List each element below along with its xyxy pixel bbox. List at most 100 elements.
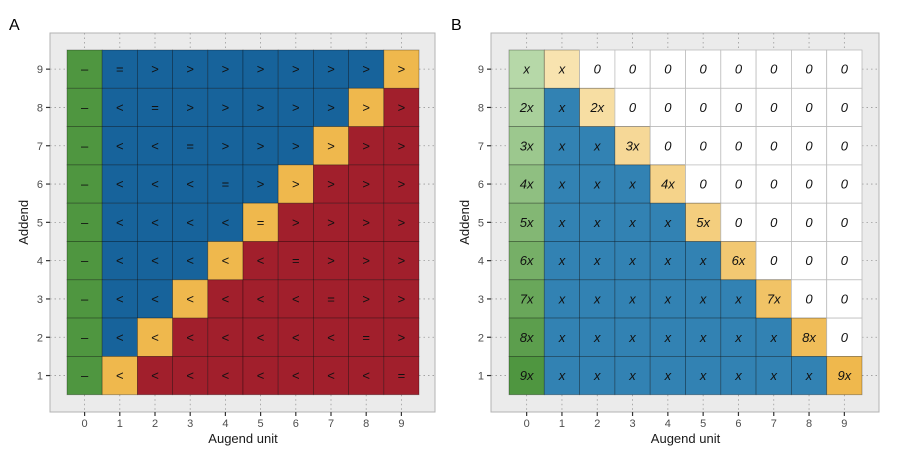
x-tick-label: 7 — [771, 418, 777, 430]
tile-label: 0 — [629, 62, 637, 77]
y-axis-title: Addend — [457, 200, 472, 245]
heatmap-tile — [172, 355, 209, 396]
tile-label: x — [699, 330, 707, 345]
heatmap-tile — [348, 126, 385, 166]
heatmap-tile — [614, 279, 651, 319]
heatmap-tile — [383, 202, 420, 242]
tile-label: = — [398, 368, 406, 383]
heatmap-tile — [101, 317, 138, 357]
tile-label: > — [398, 253, 406, 268]
heatmap-tile — [136, 241, 173, 281]
heatmap-tile — [826, 279, 863, 319]
tile-label: < — [257, 291, 265, 306]
heatmap-tile — [136, 49, 173, 89]
tile-label: 0 — [805, 177, 813, 192]
tile-label: x — [593, 291, 601, 306]
tile-label: > — [292, 62, 300, 77]
tile-label: = — [151, 100, 159, 115]
tile-label: > — [327, 215, 335, 230]
x-tick-label: 5 — [258, 418, 264, 430]
tile-label: 0 — [805, 100, 813, 115]
heatmap-tile — [312, 49, 349, 89]
heatmap-tile — [685, 355, 722, 396]
tile-label: x — [628, 253, 636, 268]
tile-label: 7x — [520, 291, 534, 306]
tile-label: > — [292, 138, 300, 153]
tile-label: > — [362, 177, 370, 192]
tile-label: 0 — [700, 100, 708, 115]
tile-label: > — [398, 215, 406, 230]
panel-b-tag: B — [451, 17, 462, 34]
heatmap-tile — [207, 126, 244, 166]
y-tick-label: 3 — [478, 294, 484, 306]
tile-label: < — [116, 368, 124, 383]
tile-label: < — [292, 291, 300, 306]
tile-label: 0 — [770, 62, 778, 77]
tile-label: x — [628, 177, 636, 192]
heatmap-tile — [136, 202, 173, 242]
tile-label: > — [292, 100, 300, 115]
tile-label: > — [292, 215, 300, 230]
heatmap-tile — [543, 279, 580, 319]
tile-label: 5x — [696, 215, 710, 230]
heatmap-tile — [172, 317, 209, 357]
x-tick-label: 2 — [594, 418, 600, 430]
tile-label: – — [81, 253, 89, 268]
tile-label: 0 — [770, 100, 778, 115]
tile-label: x — [770, 330, 778, 345]
x-tick-label: 9 — [398, 418, 404, 430]
tile-label: > — [257, 138, 265, 153]
x-tick-label: 4 — [222, 418, 228, 430]
heatmap-tile — [242, 241, 279, 281]
heatmap-tile — [242, 87, 279, 128]
tile-label: 0 — [841, 100, 849, 115]
tile-label: 0 — [770, 253, 778, 268]
tile-label: 0 — [841, 253, 849, 268]
tile-label: < — [327, 368, 335, 383]
tile-label: > — [327, 177, 335, 192]
x-tick-label: 3 — [629, 418, 635, 430]
tile-label: > — [398, 291, 406, 306]
tile-label: > — [362, 62, 370, 77]
tile-label: < — [116, 291, 124, 306]
heatmap-tile — [66, 317, 103, 357]
tile-label: > — [362, 291, 370, 306]
heatmap-tile — [685, 126, 722, 166]
heatmap-tile — [720, 126, 757, 166]
tile-label: 0 — [805, 62, 813, 77]
heatmap-tile — [383, 164, 420, 204]
y-tick-label: 5 — [37, 217, 43, 229]
tile-label: 0 — [735, 62, 743, 77]
heatmap-tile — [383, 49, 420, 89]
tile-label: > — [398, 100, 406, 115]
tile-label: x — [805, 368, 813, 383]
heatmap-tile — [172, 279, 209, 319]
heatmap-tile — [508, 317, 545, 357]
heatmap-tile — [755, 202, 792, 242]
heatmap-tile — [791, 317, 828, 357]
tile-label: x — [734, 291, 742, 306]
x-tick-label: 7 — [328, 418, 334, 430]
tile-label: = — [186, 138, 194, 153]
tile-label: < — [257, 330, 265, 345]
tile-label: 0 — [770, 177, 778, 192]
heatmap-tile — [720, 202, 757, 242]
heatmap-tile — [383, 317, 420, 357]
heatmap-tile — [614, 87, 651, 128]
heatmap-tile — [579, 202, 616, 242]
heatmap-tile — [101, 279, 138, 319]
heatmap-tile — [207, 241, 244, 281]
y-tick-label: 4 — [478, 256, 484, 268]
heatmap-tile — [685, 317, 722, 357]
tile-label: > — [186, 100, 194, 115]
tile-label: x — [593, 138, 601, 153]
tile-label: < — [186, 253, 194, 268]
heatmap-tile — [685, 241, 722, 281]
tile-label: x — [628, 291, 636, 306]
tile-label: > — [257, 100, 265, 115]
heatmap-tile — [277, 355, 314, 396]
tile-label: > — [362, 100, 370, 115]
tile-label: x — [664, 215, 672, 230]
y-tick-label: 6 — [478, 179, 484, 191]
heatmap-tile — [791, 126, 828, 166]
